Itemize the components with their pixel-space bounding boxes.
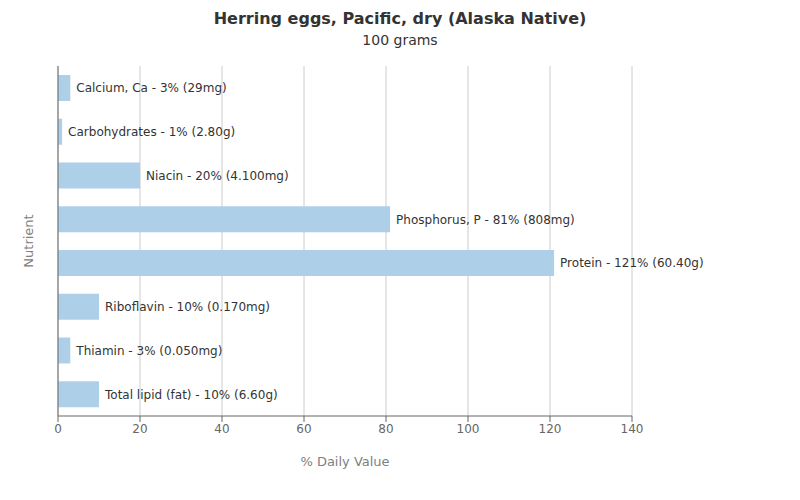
svg-text:Calcium, Ca - 3% (29mg): Calcium, Ca - 3% (29mg)	[76, 81, 226, 95]
svg-text:20: 20	[132, 422, 147, 436]
svg-text:% Daily Value: % Daily Value	[300, 454, 389, 469]
svg-text:0: 0	[54, 422, 62, 436]
svg-text:Protein - 121% (60.40g): Protein - 121% (60.40g)	[560, 256, 703, 270]
html-text:Herring eggs, Pacific, dry (Al: Herring eggs, Pacific, dry (Alaska Nativ…	[213, 9, 587, 28]
svg-text:Total lipid (fat) - 10% (6.60g: Total lipid (fat) - 10% (6.60g)	[104, 388, 278, 402]
svg-text:Phosphorus, P - 81% (808mg): Phosphorus, P - 81% (808mg)	[396, 213, 575, 227]
svg-text:Niacin - 20% (4.100mg): Niacin - 20% (4.100mg)	[146, 169, 289, 183]
svg-text:Thiamin - 3% (0.050mg): Thiamin - 3% (0.050mg)	[75, 344, 222, 358]
svg-text:Carbohydrates - 1% (2.80g): Carbohydrates - 1% (2.80g)	[68, 125, 235, 139]
svg-text:140: 140	[621, 422, 644, 436]
svg-text:40: 40	[214, 422, 229, 436]
html-text:100 grams: 100 grams	[362, 32, 438, 48]
svg-text:120: 120	[539, 422, 562, 436]
svg-text:60: 60	[296, 422, 311, 436]
svg-text:100: 100	[457, 422, 480, 436]
svg-text:Riboflavin - 10% (0.170mg): Riboflavin - 10% (0.170mg)	[105, 300, 270, 314]
svg-text:80: 80	[378, 422, 393, 436]
svg-text:Nutrient: Nutrient	[21, 214, 36, 267]
